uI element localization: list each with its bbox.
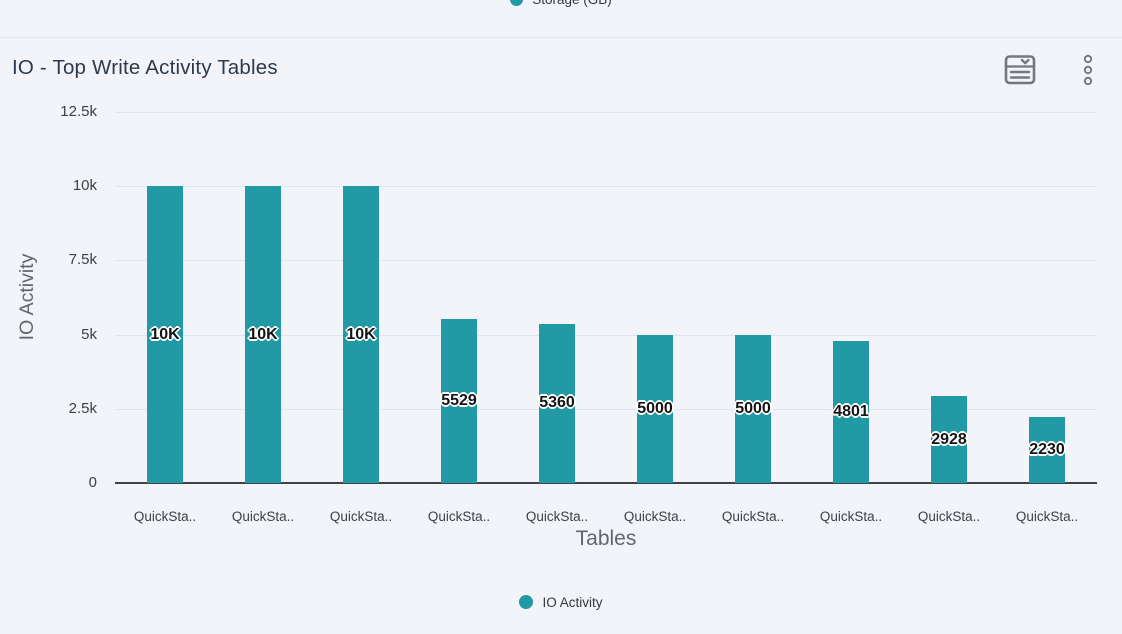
y-axis-title: IO Activity bbox=[16, 253, 38, 341]
legend-item[interactable]: IO Activity bbox=[519, 594, 603, 610]
chart-title: IO - Top Write Activity Tables bbox=[12, 56, 278, 79]
x-axis-line bbox=[115, 482, 1097, 484]
kebab-menu-button[interactable] bbox=[1077, 52, 1099, 88]
gridline bbox=[115, 112, 1097, 113]
gridline bbox=[115, 186, 1097, 188]
bar-value-label: 5000 bbox=[735, 399, 771, 417]
bar-value-label: 5360 bbox=[539, 394, 575, 412]
y-tick-label: 10k bbox=[72, 177, 97, 195]
bar[interactable] bbox=[833, 340, 869, 483]
bar[interactable] bbox=[637, 334, 673, 483]
y-tick-label: 0 bbox=[88, 474, 97, 491]
x-tick-label: QuickSta.. bbox=[721, 509, 785, 524]
x-tick-label: QuickSta.. bbox=[329, 509, 393, 524]
table-view-icon bbox=[1004, 55, 1036, 85]
bar[interactable] bbox=[147, 186, 183, 483]
legend-label: IO Activity bbox=[542, 594, 603, 610]
x-tick-label: QuickSta.. bbox=[427, 509, 491, 524]
bar[interactable] bbox=[343, 186, 379, 483]
gridline bbox=[115, 334, 1097, 336]
x-tick-label: QuickSta.. bbox=[623, 509, 687, 524]
gridline bbox=[115, 260, 1097, 262]
bar[interactable] bbox=[735, 334, 771, 483]
bar-value-label: 4801 bbox=[833, 402, 869, 420]
y-tick-label: 2.5k bbox=[68, 399, 97, 417]
bar[interactable] bbox=[245, 186, 281, 483]
legend-dot-icon bbox=[519, 595, 534, 609]
x-tick-label: QuickSta.. bbox=[819, 509, 883, 524]
y-tick-label: 12.5k bbox=[60, 103, 97, 120]
bar[interactable] bbox=[931, 396, 967, 483]
kebab-menu-icon bbox=[1083, 54, 1093, 86]
y-tick-label: 5k bbox=[81, 325, 97, 343]
legend-label: Storage (GB) bbox=[532, 0, 612, 7]
previous-chart-legend-item[interactable]: Storage (GB) bbox=[0, 0, 1122, 7]
bar-value-label: 5529 bbox=[441, 391, 477, 409]
bar[interactable] bbox=[1029, 416, 1065, 483]
x-tick-label: QuickSta.. bbox=[917, 509, 981, 524]
bar-value-label: 10K bbox=[346, 325, 376, 343]
gridline bbox=[115, 408, 1097, 410]
x-tick-label: QuickSta.. bbox=[1015, 509, 1079, 524]
x-tick-label: QuickSta.. bbox=[133, 509, 197, 524]
x-tick-label: QuickSta.. bbox=[231, 509, 295, 524]
card-divider bbox=[0, 37, 1122, 38]
x-axis-title: Tables bbox=[575, 527, 637, 550]
chart-legend: IO Activity bbox=[0, 594, 1122, 610]
x-tick-label: QuickSta.. bbox=[525, 509, 589, 524]
bar-value-label: 2230 bbox=[1029, 440, 1065, 458]
bar-value-label: 10K bbox=[248, 325, 278, 343]
table-view-button[interactable] bbox=[1001, 51, 1039, 89]
bar-value-label: 2928 bbox=[931, 430, 967, 448]
bar[interactable] bbox=[539, 323, 575, 483]
bar-value-label: 5000 bbox=[637, 399, 673, 417]
legend-dot-icon bbox=[510, 0, 524, 6]
y-tick-label: 7.5k bbox=[68, 251, 97, 269]
bar-value-label: 10K bbox=[150, 325, 180, 343]
bar[interactable] bbox=[441, 318, 477, 483]
